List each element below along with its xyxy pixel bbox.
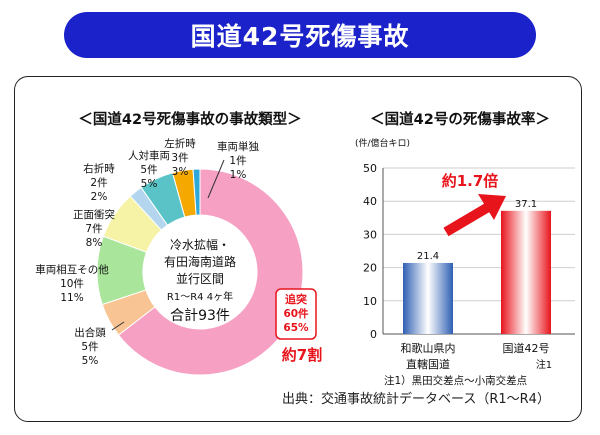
slice-pct-pedestrian: 5% bbox=[141, 178, 158, 190]
bar-ytick-4: 40 bbox=[363, 195, 377, 208]
bar-value-label-1: 37.1 bbox=[515, 199, 537, 210]
pie-center-line-3: 並行区間 bbox=[176, 272, 224, 286]
slice-pct-crossing: 5% bbox=[82, 355, 99, 367]
pie-center-line-2: 有田海南道路 bbox=[164, 254, 236, 269]
bar-ytick-0: 0 bbox=[370, 328, 377, 341]
source-note: 出典：交通事故統計データベース（R1～R4） bbox=[282, 392, 550, 407]
slice-count-crossing: 5件 bbox=[81, 341, 98, 353]
slice-label-car-single: 車両単独 bbox=[217, 140, 259, 153]
bar-category-label-0-line-0: 和歌山県内 bbox=[401, 341, 456, 355]
bar-category-label-1: 国道42号 bbox=[503, 341, 550, 355]
slice-count-pedestrian: 5件 bbox=[140, 164, 157, 176]
pie-slice-0 bbox=[117, 168, 304, 376]
increase-arrow-head bbox=[478, 194, 506, 220]
slice-label-head-on: 正面衝突 bbox=[73, 208, 115, 221]
bar-footnote: 注1）黒田交差点～小南交差点 bbox=[384, 374, 527, 387]
pie-center-line-5: 合計93件 bbox=[170, 308, 230, 324]
leader-line-car-single bbox=[207, 159, 225, 199]
increase-arrow-shaft bbox=[443, 201, 493, 237]
bar-ytick-5: 50 bbox=[363, 162, 377, 175]
bar-chart-title: ＜国道42号の死傷事故率＞ bbox=[370, 110, 550, 128]
bar-ytick-3: 30 bbox=[363, 228, 377, 241]
chart-panel bbox=[14, 76, 582, 422]
slice-count-car-single: 1件 bbox=[229, 155, 246, 167]
slice-count-right-turn: 2件 bbox=[90, 177, 107, 189]
pie-center-line-4: R1～R4 4ヶ年 bbox=[167, 290, 233, 303]
slice-label-right-turn: 右折時 bbox=[83, 162, 115, 175]
pie-annotation: 約7割 bbox=[282, 346, 322, 364]
slice-count-vehicle-other: 10件 bbox=[60, 278, 84, 290]
bar-1 bbox=[501, 210, 551, 334]
slice-pct-vehicle-other: 11% bbox=[60, 292, 83, 304]
slice-pct-car-single: 1% bbox=[230, 169, 247, 181]
bar-ytick-2: 20 bbox=[363, 262, 377, 275]
slice-pct-head-on: 8% bbox=[86, 237, 103, 249]
pie-center-text: 冷水拡幅・ 有田海南道路 並行区間 R1～R4 4ヶ年 合計93件 bbox=[164, 237, 236, 324]
bar-ytick-1: 10 bbox=[363, 295, 377, 308]
slice-pct-rear-end: 65% bbox=[283, 322, 309, 334]
slice-label-pedestrian: 人対車両 bbox=[128, 149, 170, 162]
slice-label-left-turn: 左折時 bbox=[164, 137, 196, 150]
leader-line-crossing bbox=[111, 321, 125, 331]
pie-slice-7 bbox=[192, 168, 201, 216]
slice-count-left-turn: 3件 bbox=[171, 152, 188, 164]
bar-0 bbox=[403, 262, 453, 334]
slice-pct-right-turn: 2% bbox=[91, 191, 108, 203]
bar-category-note-1: 注1 bbox=[536, 358, 552, 371]
bar-series: 21.4 37.1 bbox=[403, 199, 551, 334]
slice-pct-left-turn: 3% bbox=[172, 166, 189, 178]
bar-chart-ylabel: (件/億台キロ) bbox=[355, 137, 410, 149]
page-title: 国道42号死傷事故 bbox=[64, 12, 536, 58]
pie-center-line-1: 冷水拡幅・ bbox=[170, 237, 230, 252]
bar-annotation: 約1.7倍 bbox=[442, 172, 499, 190]
pie-chart bbox=[96, 168, 304, 376]
increase-arrow bbox=[443, 194, 506, 237]
slice-label-crossing: 出合頭 bbox=[74, 326, 106, 339]
slice-count-head-on: 7件 bbox=[85, 223, 102, 235]
bar-value-label-0: 21.4 bbox=[417, 251, 439, 262]
pie-chart-title: ＜国道42号死傷事故の事故類型＞ bbox=[78, 110, 301, 128]
slice-count-rear-end: 60件 bbox=[283, 307, 309, 320]
leader-lines bbox=[111, 159, 225, 331]
bar-category-label-0-line-1: 直轄国道 bbox=[406, 357, 450, 371]
slice-label-rear-end: 追突 bbox=[285, 292, 307, 306]
rear-end-box bbox=[275, 288, 317, 340]
slice-label-vehicle-other: 車両相互その他 bbox=[35, 263, 109, 276]
